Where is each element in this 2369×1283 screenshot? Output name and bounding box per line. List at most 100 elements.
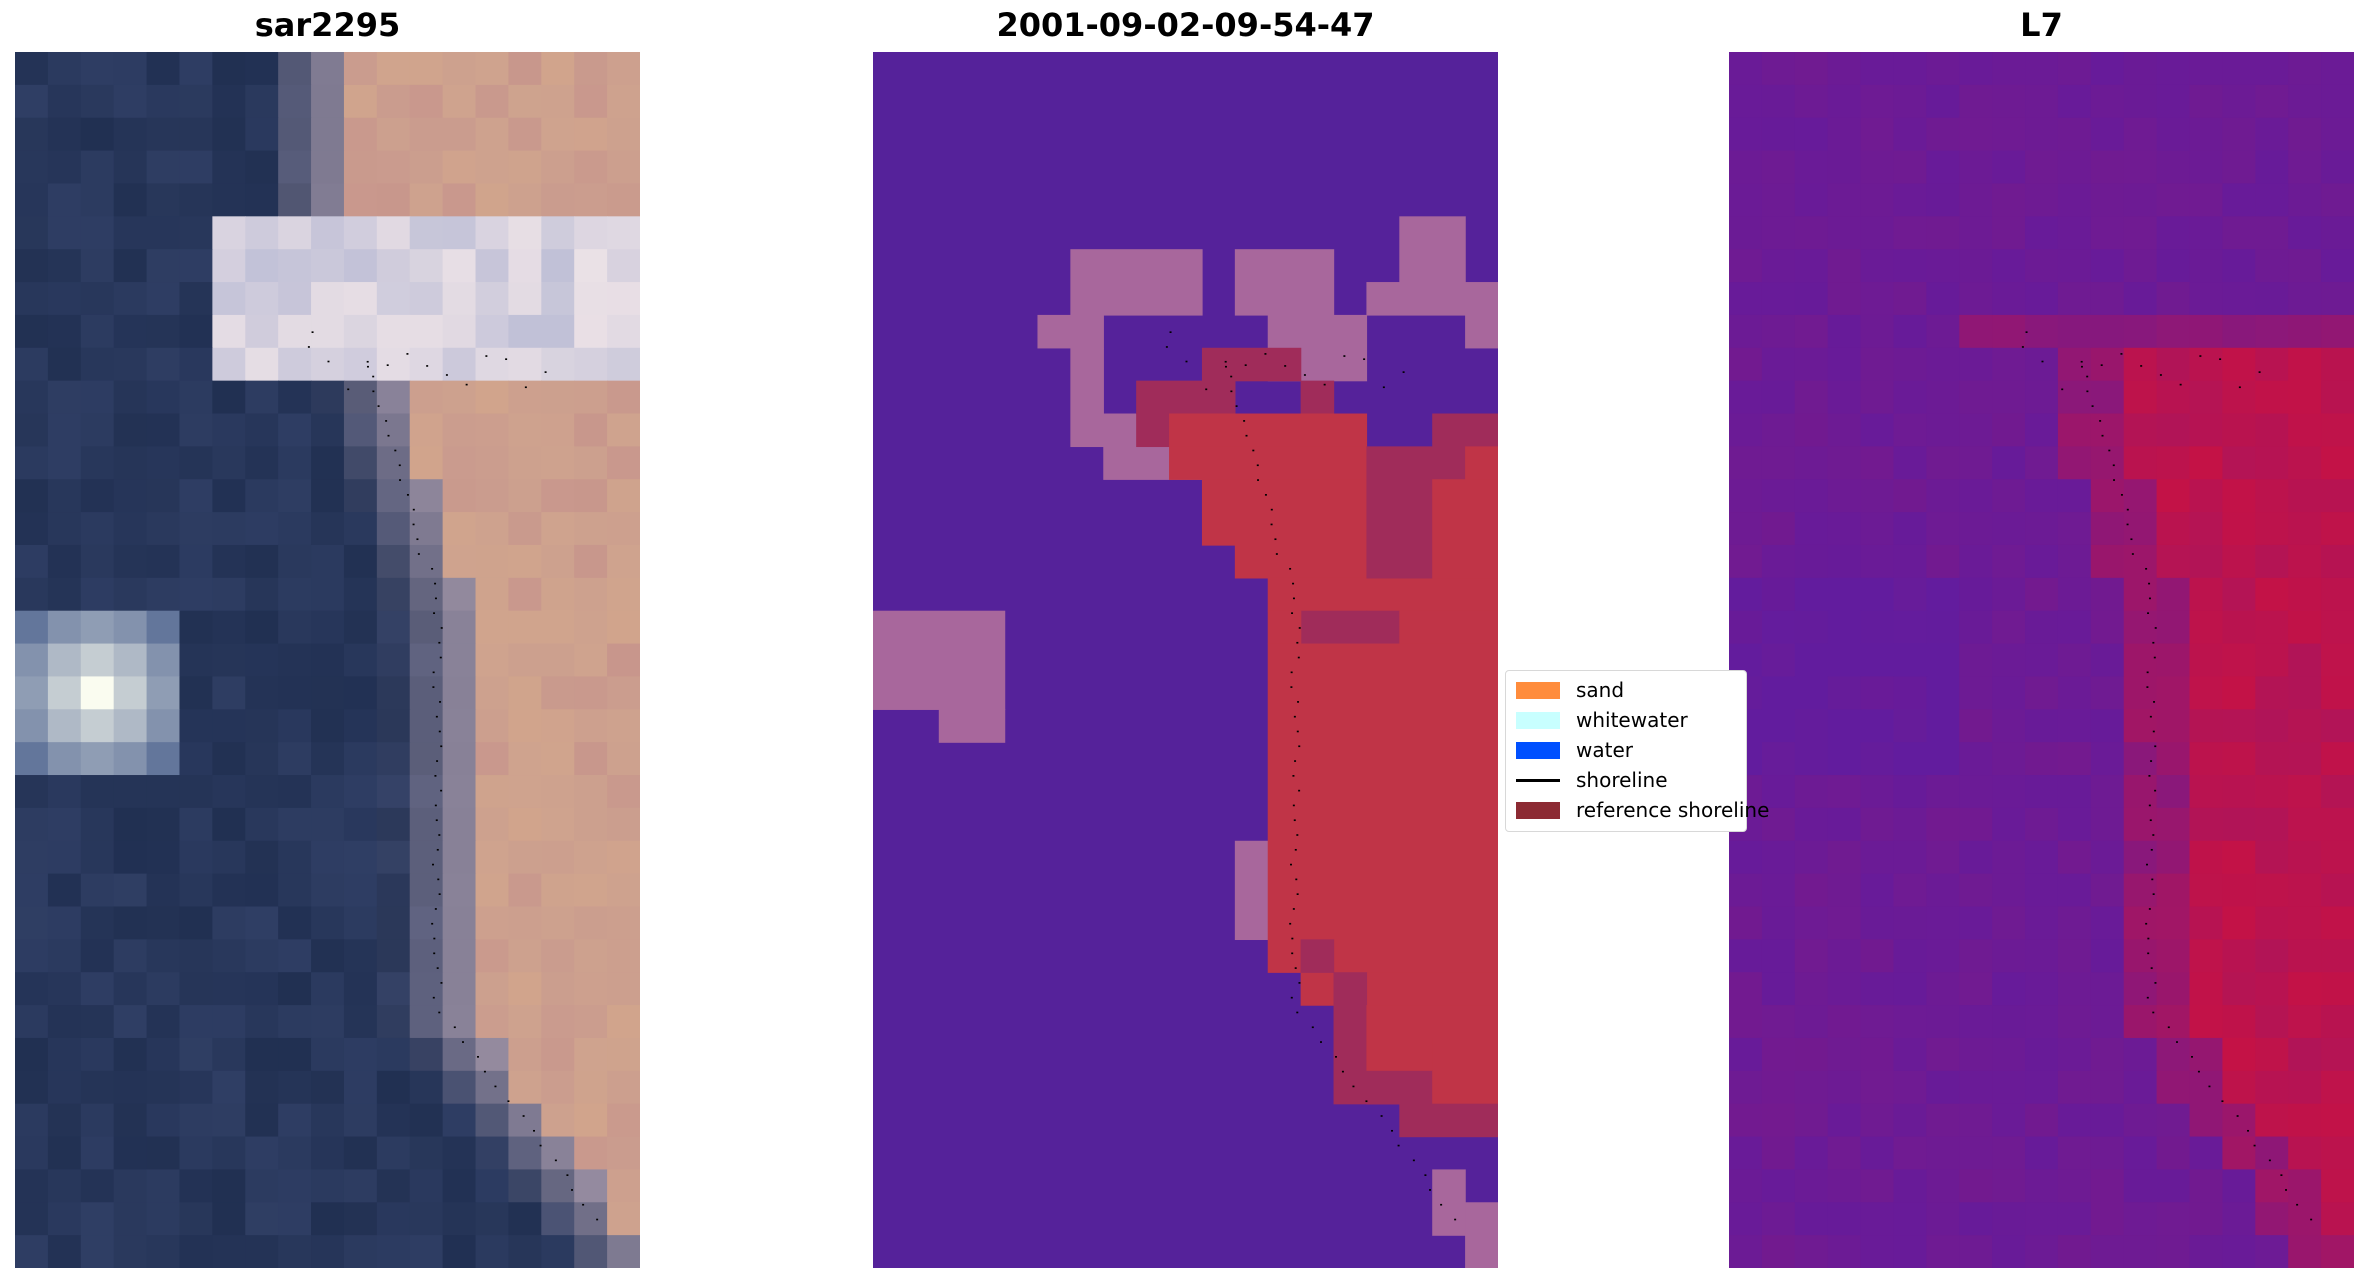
index-pixel bbox=[1926, 183, 1960, 217]
index-pixel bbox=[2090, 939, 2125, 973]
shoreline-point bbox=[2120, 353, 2123, 355]
rgb-pixel bbox=[475, 314, 510, 349]
index-pixel bbox=[2156, 380, 2191, 415]
rgb-pixel bbox=[508, 150, 542, 185]
shoreline-point bbox=[1290, 996, 1293, 999]
index-pixel bbox=[1860, 479, 1895, 513]
index-pixel bbox=[2189, 906, 2224, 941]
index-pixel bbox=[2090, 709, 2125, 743]
shoreline-point bbox=[438, 641, 441, 644]
rgb-pixel bbox=[442, 413, 477, 448]
index-pixel bbox=[1959, 512, 1993, 546]
shoreline-point bbox=[1224, 365, 1227, 368]
rgb-pixel bbox=[212, 84, 246, 119]
rgb-pixel bbox=[179, 906, 214, 941]
rgb-pixel bbox=[15, 1037, 49, 1072]
rgb-pixel bbox=[146, 1103, 181, 1138]
rgb-pixel bbox=[80, 282, 115, 316]
rgb-pixel bbox=[311, 1169, 345, 1203]
rgb-pixel bbox=[278, 906, 312, 941]
rgb-pixel bbox=[409, 413, 444, 448]
index-pixel bbox=[2025, 347, 2059, 382]
shoreline-point bbox=[477, 1056, 479, 1058]
rgb-pixel bbox=[607, 807, 640, 842]
shoreline-point bbox=[1291, 952, 1294, 955]
rgb-pixel bbox=[343, 150, 378, 185]
index-pixel bbox=[1729, 610, 1763, 645]
rgb-pixel bbox=[442, 1169, 477, 1203]
rgb-pixel bbox=[278, 742, 312, 776]
index-pixel bbox=[1761, 314, 1796, 349]
rgb-pixel bbox=[113, 1005, 148, 1039]
index-pixel bbox=[1926, 380, 1960, 415]
rgb-pixel bbox=[146, 1202, 181, 1236]
rgb-pixel bbox=[212, 1070, 246, 1105]
rgb-pixel bbox=[376, 84, 411, 119]
index-pixel bbox=[2057, 1202, 2092, 1236]
rgb-pixel bbox=[80, 216, 115, 250]
rgb-pixel bbox=[475, 446, 510, 480]
index-pixel bbox=[1827, 183, 1862, 217]
rgb-pixel bbox=[146, 479, 181, 513]
rgb-pixel bbox=[442, 1005, 477, 1039]
rgb-pixel bbox=[47, 544, 82, 579]
shoreline-point bbox=[2253, 1144, 2256, 1147]
index-pixel bbox=[1729, 512, 1763, 546]
shoreline-point bbox=[1294, 760, 1297, 762]
rgb-pixel bbox=[442, 610, 477, 645]
class-region bbox=[1465, 1202, 1498, 1268]
rgb-pixel bbox=[80, 52, 115, 86]
rgb-pixel bbox=[541, 807, 575, 842]
shoreline-point bbox=[2152, 730, 2155, 733]
index-pixel bbox=[1761, 676, 1796, 710]
index-pixel bbox=[1926, 1202, 1960, 1236]
rgb-pixel bbox=[541, 1103, 575, 1138]
rgb-pixel bbox=[179, 1202, 214, 1236]
index-pixel bbox=[1794, 446, 1829, 480]
rgb-pixel bbox=[574, 676, 608, 710]
index-pixel bbox=[2189, 610, 2224, 645]
rgb-pixel bbox=[343, 479, 378, 513]
index-pixel bbox=[1761, 446, 1796, 480]
index-pixel bbox=[1992, 873, 2026, 908]
rgb-pixel bbox=[574, 972, 608, 1006]
index-pixel bbox=[1794, 1136, 1829, 1171]
index-pixel bbox=[1992, 512, 2026, 546]
index-pixel bbox=[1827, 249, 1862, 283]
shoreline-point bbox=[2219, 358, 2222, 361]
shoreline-point bbox=[462, 1041, 464, 1043]
rgb-pixel bbox=[80, 1202, 115, 1236]
index-pixel bbox=[1992, 84, 2026, 119]
shoreline-point bbox=[1402, 371, 1405, 373]
rgb-pixel bbox=[80, 1037, 115, 1072]
rgb-pixel bbox=[212, 840, 246, 875]
index-pixel bbox=[2222, 972, 2256, 1006]
rgb-pixel bbox=[311, 216, 345, 250]
shoreline-point bbox=[2167, 1026, 2170, 1029]
rgb-pixel bbox=[212, 972, 246, 1006]
rgb-pixel bbox=[245, 84, 279, 119]
rgb-pixel bbox=[442, 216, 477, 250]
rgb-pixel bbox=[409, 1202, 444, 1236]
rgb-pixel bbox=[15, 972, 49, 1006]
rgb-pixel bbox=[212, 610, 246, 645]
index-pixel bbox=[1860, 1169, 1895, 1203]
index-pixel bbox=[1729, 150, 1763, 185]
rgb-pixel bbox=[475, 1235, 510, 1268]
shoreline-point bbox=[1205, 388, 1208, 391]
rgb-pixel bbox=[113, 1235, 148, 1268]
index-pixel bbox=[1827, 1136, 1862, 1171]
index-pixel bbox=[2090, 840, 2125, 875]
shoreline-point bbox=[438, 893, 441, 895]
rgb-pixel bbox=[179, 775, 214, 809]
index-pixel bbox=[2321, 1235, 2354, 1268]
index-pixel bbox=[1827, 840, 1862, 875]
rgb-pixel bbox=[212, 873, 246, 908]
rgb-pixel bbox=[409, 117, 444, 152]
rgb-pixel bbox=[376, 775, 411, 809]
rgb-pixel bbox=[376, 216, 411, 250]
index-pixel bbox=[1761, 610, 1796, 645]
index-pixel bbox=[2057, 117, 2092, 152]
index-pixel bbox=[2255, 1169, 2289, 1203]
rgb-pixel bbox=[245, 512, 279, 546]
